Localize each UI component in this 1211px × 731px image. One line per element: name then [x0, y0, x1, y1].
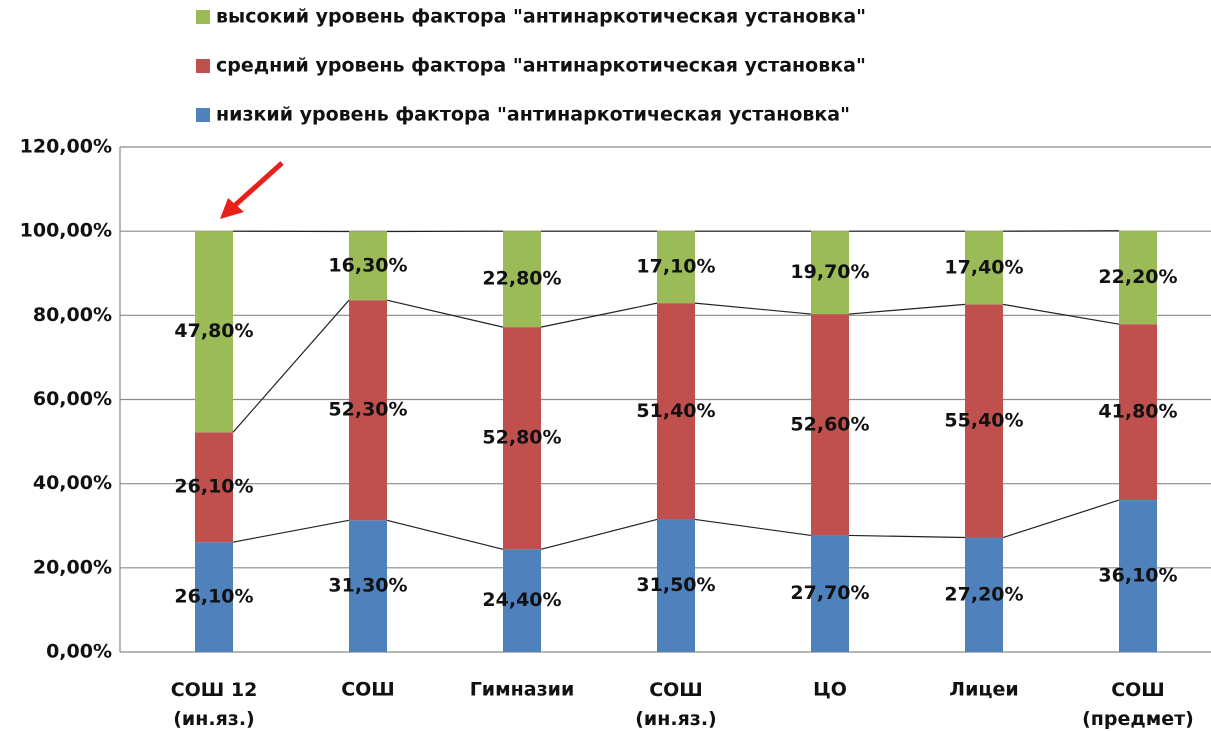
x-tick-label: СОШ [341, 679, 395, 701]
data-label: 17,40% [944, 256, 1023, 278]
data-label: 52,60% [790, 413, 869, 435]
x-tick-label: СОШ (предмет) [1082, 679, 1194, 730]
bar-segment [195, 231, 233, 433]
series-line [386, 519, 504, 550]
bar-segment [811, 535, 849, 652]
series-line [232, 519, 350, 543]
y-tick-label: 40,00% [33, 472, 112, 494]
legend-label: низкий уровень фактора "антинаркотическа… [216, 104, 850, 126]
legend-label: средний уровень фактора "антинаркотическ… [216, 55, 866, 77]
series-line [848, 303, 966, 315]
x-tick-label: Лицеи [949, 679, 1018, 701]
series-line [540, 302, 658, 328]
series-line [232, 299, 350, 433]
data-label: 26,10% [174, 586, 253, 608]
data-label: 22,20% [1098, 266, 1177, 288]
data-label: 17,10% [636, 256, 715, 278]
bar-segment [195, 542, 233, 652]
bar-segment [811, 314, 849, 536]
data-label: 24,40% [482, 589, 561, 611]
data-label: 52,80% [482, 427, 561, 449]
bar-segment [965, 304, 1003, 538]
data-label: 55,40% [944, 409, 1023, 431]
x-tick-label: СОШ (ин.яз.) [635, 679, 716, 730]
bar-segment [965, 537, 1003, 652]
x-tick-label: ЦО [813, 679, 847, 701]
y-tick-label: 60,00% [33, 388, 112, 410]
legend-label: высокий уровень фактора "антинаркотическ… [216, 6, 866, 28]
bar-segment [503, 549, 541, 652]
bar-segment [349, 231, 387, 301]
y-tick-label: 0,00% [46, 641, 112, 663]
bar-segment [1119, 500, 1157, 652]
series-line [694, 518, 812, 537]
series-line [848, 534, 966, 539]
series-line [540, 518, 658, 550]
bar-segment [657, 231, 695, 304]
bar-segment [1119, 324, 1157, 501]
data-label: 26,10% [174, 476, 253, 498]
data-label: 31,30% [328, 575, 407, 597]
x-tick-label: Гимназии [470, 679, 575, 701]
legend-swatch [196, 108, 210, 122]
data-label: 47,80% [174, 320, 253, 342]
y-tick-label: 80,00% [33, 304, 112, 326]
data-label: 27,20% [944, 583, 1023, 605]
arrow-annotation [220, 161, 284, 219]
data-label: 16,30% [328, 254, 407, 276]
legend-swatch [196, 59, 210, 73]
data-label: 51,40% [636, 400, 715, 422]
data-label: 52,30% [328, 399, 407, 421]
data-label: 19,70% [790, 261, 869, 283]
bar-segment [503, 327, 541, 550]
series-line [386, 299, 504, 328]
series-line [1002, 303, 1120, 325]
x-tick-label: СОШ 12 (ин.яз.) [171, 679, 258, 730]
series-line [1002, 499, 1120, 539]
bar-segment [657, 519, 695, 652]
bar-segment [811, 231, 849, 315]
data-label: 22,80% [482, 268, 561, 290]
y-tick-label: 20,00% [33, 556, 112, 578]
y-tick-label: 100,00% [20, 220, 112, 242]
bar-segment [195, 432, 233, 543]
data-label: 27,70% [790, 582, 869, 604]
series-line [694, 302, 812, 315]
bar-segment [965, 231, 1003, 305]
bar-segment [349, 520, 387, 652]
data-label: 36,10% [1098, 565, 1177, 587]
legend-swatch [196, 10, 210, 24]
bar-segment [503, 231, 541, 328]
data-label: 41,80% [1098, 401, 1177, 423]
y-tick-label: 120,00% [20, 136, 112, 158]
bar-segment [657, 303, 695, 520]
bar-segment [1119, 230, 1157, 325]
bar-segment [349, 300, 387, 521]
data-label: 31,50% [636, 574, 715, 596]
